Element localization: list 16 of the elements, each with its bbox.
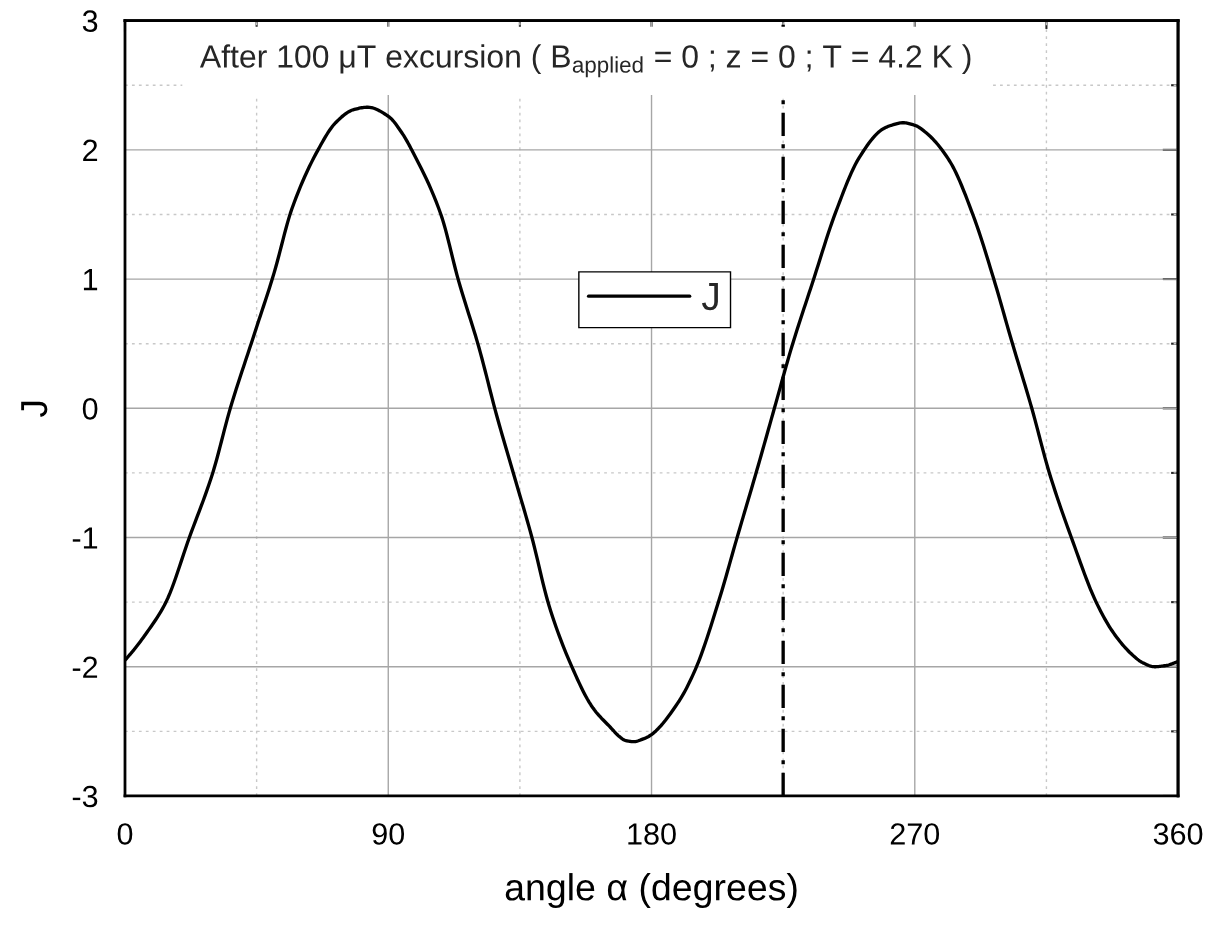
y-tick-label: 3 bbox=[82, 10, 98, 32]
y-tick-label: 0 bbox=[82, 398, 98, 420]
x-tick-label: 270 bbox=[890, 823, 940, 845]
x-tick-label: 180 bbox=[628, 823, 676, 845]
x-tick-label: 360 bbox=[1153, 823, 1203, 845]
y-axis-title: J bbox=[21, 401, 48, 418]
text: After 100 μT excursion ( B$_{applied}$ = 0 ; z = 0 ; T = 4.2 K ) bbox=[199, 44, 971, 78]
y-tick-label: 2 bbox=[83, 139, 98, 161]
x-axis-title: angle α (degrees) bbox=[505, 873, 797, 909]
x-tick-label: 90 bbox=[372, 823, 405, 845]
y-tick-label: 1 bbox=[83, 269, 98, 291]
y-tick-label: -1 bbox=[72, 527, 98, 549]
y-tick-label: -2 bbox=[72, 656, 98, 678]
legend-label: J bbox=[701, 283, 718, 311]
x-tick-label: 0 bbox=[117, 823, 133, 845]
y-tick-label: -3 bbox=[72, 785, 98, 808]
